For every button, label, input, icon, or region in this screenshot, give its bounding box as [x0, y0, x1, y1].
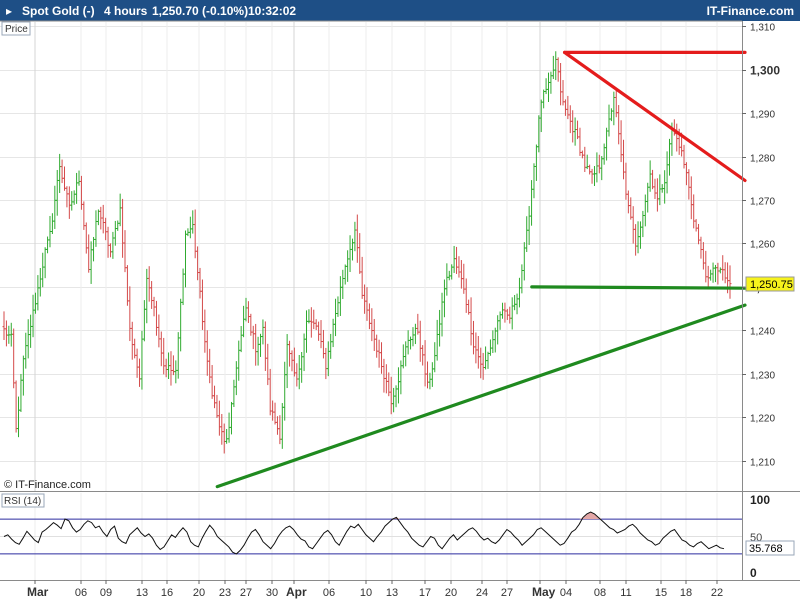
price-grid: [0, 22, 742, 580]
green-trendline: [530, 285, 747, 290]
time-tick-label: 06: [75, 587, 87, 599]
green-trendline: [215, 303, 747, 489]
price-tick-label: 1,280: [750, 154, 775, 165]
time-tick-label: May: [532, 585, 556, 599]
time-tick-label: 13: [386, 587, 398, 599]
watermark: © IT-Finance.com: [4, 479, 91, 491]
time-label: 10:32:02: [248, 4, 297, 18]
chart-header: ▸ Spot Gold (-) 4 hours 1,250.70 (-0.10%…: [0, 0, 800, 21]
candle-series: [2, 51, 732, 454]
time-tick-label: 13: [136, 587, 148, 599]
current-price-box: [745, 276, 795, 292]
time-tick-label: 30: [266, 587, 278, 599]
rsi-label-box: [1, 493, 45, 508]
time-tick-label: 18: [680, 587, 692, 599]
quote-label: 1,250.70 (-0.10%): [152, 4, 249, 18]
timeframe-label: 4 hours: [104, 4, 148, 18]
rsi-line: [3, 511, 725, 555]
rsi-overbought-fill: [392, 512, 603, 520]
time-tick-label: 10: [360, 587, 372, 599]
rsi-tick-0: 0: [750, 566, 757, 580]
time-tick-label: 20: [445, 587, 457, 599]
time-tick-label: 27: [501, 587, 513, 599]
rsi-panel-label: RSI (14): [4, 496, 41, 507]
price-tick-label: 1,260: [750, 240, 775, 251]
time-tick-label: 24: [476, 587, 488, 599]
time-tick-label: 09: [100, 587, 112, 599]
time-tick-label: 27: [240, 587, 252, 599]
time-tick-label: 04: [560, 587, 572, 599]
price-tick-label: 1,210: [750, 458, 775, 469]
time-tick-label: Mar: [27, 585, 49, 599]
price-panel-label: Price: [5, 24, 28, 35]
price-tick-label: 1,290: [750, 110, 775, 121]
rsi-value-box: [745, 540, 795, 556]
time-tick-label: 20: [193, 587, 205, 599]
rsi-value-text: 35.768: [749, 543, 783, 555]
time-tick-label: 17: [419, 587, 431, 599]
trendlines: [215, 50, 747, 489]
time-tick-label: 15: [655, 587, 667, 599]
current-price-marker: 1,250.75: [745, 276, 795, 292]
price-tag: Price: [1, 21, 31, 36]
red-trendline: [562, 50, 747, 183]
price-tick-label: 1,270: [750, 197, 775, 208]
price-tick-label: 1,300: [750, 64, 780, 78]
time-axis: Mar 06 09 13 16 20 23 27 30 Apr 06 10 13 17 20 24 27 May 0…: [27, 580, 723, 599]
price-label-box: [1, 21, 31, 36]
rsi-tick-100: 100: [750, 493, 770, 507]
time-tick-label: 22: [711, 587, 723, 599]
time-tick-label: 08: [594, 587, 606, 599]
time-tick-label: 06: [323, 587, 335, 599]
instrument-name: Spot Gold (-): [22, 4, 95, 18]
time-tick-label: 16: [161, 587, 173, 599]
rsi-axis: 100 50 0 35.768: [745, 493, 795, 580]
header-arrow-icon: ▸: [6, 4, 13, 18]
brand-label: IT-Finance.com: [706, 4, 794, 18]
price-axis: 1,2101,2201,2301,2401,2501,2601,2701,280…: [0, 20, 800, 581]
current-price-text: 1,250.75: [750, 279, 793, 291]
price-tick-label: 1,220: [750, 414, 775, 425]
price-tick-label: 1,310: [750, 23, 775, 34]
time-tick-label: 11: [620, 587, 631, 599]
rsi-panel: RSI (14): [0, 493, 742, 555]
price-tick-label: 1,240: [750, 327, 775, 338]
time-tick-label: 23: [219, 587, 231, 599]
time-tick-label: Apr: [286, 585, 307, 599]
price-tick-label: 1,230: [750, 371, 775, 382]
